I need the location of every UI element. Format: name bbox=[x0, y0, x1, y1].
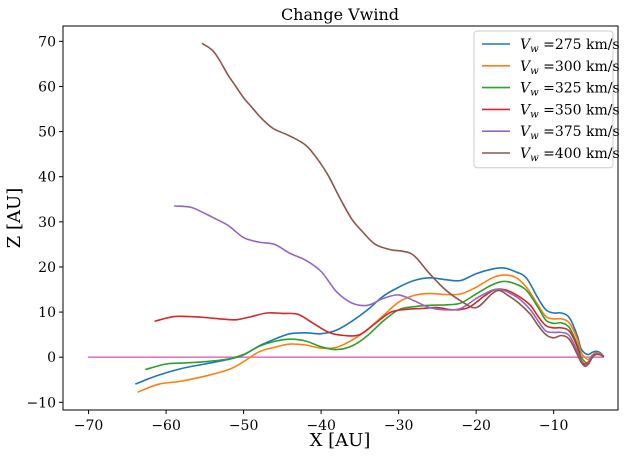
x-tick-label: −20 bbox=[461, 418, 491, 434]
legend-entry-label: Vw =300 km/s bbox=[520, 59, 620, 77]
series-line-6 bbox=[201, 42, 605, 368]
y-tick-label: 70 bbox=[38, 34, 56, 50]
y-axis: −10 0 10 20 30 40 50 60 70 bbox=[26, 34, 63, 411]
y-axis-label: Z [AU] bbox=[4, 188, 25, 248]
y-tick-label: 30 bbox=[38, 215, 56, 231]
series-line-5 bbox=[173, 205, 605, 367]
chart-title: Change Vwind bbox=[281, 5, 399, 24]
x-axis-label: X [AU] bbox=[310, 430, 371, 451]
legend: Vw =275 km/s Vw =300 km/s Vw =325 km/s Vw =… bbox=[473, 30, 620, 169]
legend-entry-label: Vw =275 km/s bbox=[520, 37, 620, 55]
x-axis: −70 −60 −50 −40 −30 −20 −10 bbox=[74, 410, 569, 434]
y-tick-label: 60 bbox=[38, 79, 56, 95]
y-tick-label: −10 bbox=[26, 395, 56, 411]
x-tick-label: −30 bbox=[384, 418, 414, 434]
y-tick-label: 10 bbox=[38, 305, 56, 321]
y-tick-label: 50 bbox=[38, 125, 56, 141]
x-tick-label: −10 bbox=[539, 418, 569, 434]
x-tick-label: −60 bbox=[151, 418, 181, 434]
x-tick-label: −50 bbox=[229, 418, 259, 434]
y-tick-label: 0 bbox=[47, 350, 56, 366]
plot-area bbox=[87, 42, 605, 393]
legend-entry-label: Vw =400 km/s bbox=[520, 146, 620, 164]
series-line-3 bbox=[145, 280, 605, 371]
y-tick-label: 40 bbox=[38, 170, 56, 186]
axes-frame bbox=[62, 25, 619, 411]
legend-entry-label: Vw =350 km/s bbox=[520, 102, 620, 120]
legend-entry-label: Vw =375 km/s bbox=[520, 124, 620, 142]
x-tick-label: −40 bbox=[306, 418, 336, 434]
x-tick-label: −70 bbox=[74, 418, 104, 434]
series-line-1 bbox=[135, 266, 605, 385]
y-tick-label: 20 bbox=[38, 260, 56, 276]
legend-entry-label: Vw =325 km/s bbox=[520, 81, 620, 99]
